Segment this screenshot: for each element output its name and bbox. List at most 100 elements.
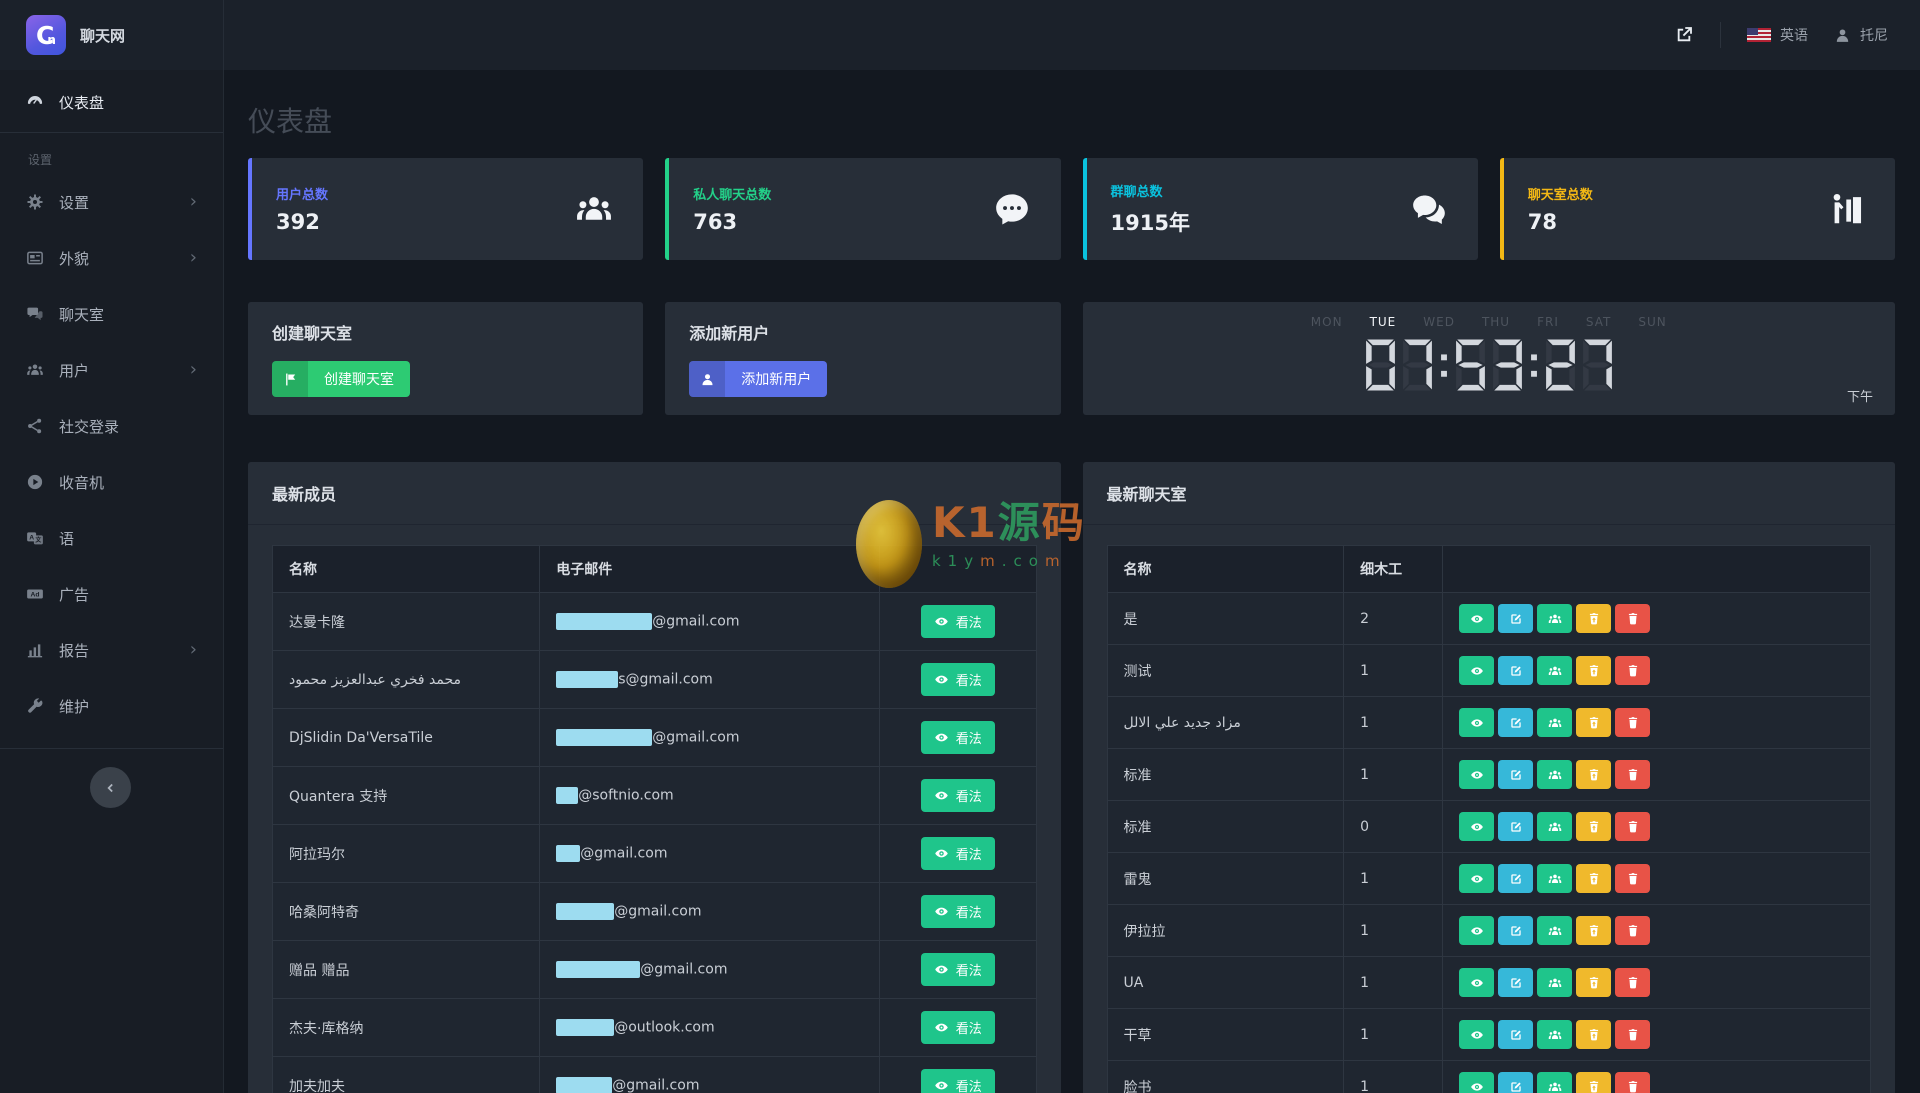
sidebar-item-社交登录[interactable]: 社交登录 (0, 398, 223, 454)
member-name: 哈桑阿特奇 (271, 882, 541, 941)
view-button[interactable] (1459, 604, 1495, 633)
view-button[interactable]: 看法 (920, 953, 995, 986)
user-menu[interactable]: 托尼 (1834, 25, 1888, 45)
edit-button[interactable] (1498, 1072, 1534, 1093)
email-redaction (556, 1077, 613, 1093)
view-button-label: 看法 (955, 848, 982, 863)
view-button[interactable] (1459, 916, 1495, 945)
view-button[interactable] (1459, 1020, 1495, 1049)
email-redaction (556, 613, 653, 630)
language-label: 英语 (1780, 28, 1808, 44)
restore-button[interactable] (1576, 604, 1612, 633)
clock-day-THU: THU (1481, 315, 1511, 329)
members-button[interactable] (1537, 656, 1573, 685)
view-button[interactable] (1459, 656, 1495, 685)
clock-day-MON: MON (1310, 315, 1343, 329)
delete-button[interactable] (1615, 916, 1651, 945)
view-button[interactable] (1459, 760, 1495, 789)
room-actions (1442, 1008, 1871, 1061)
edit-button[interactable] (1498, 812, 1534, 841)
restore-button[interactable] (1576, 656, 1612, 685)
view-button[interactable] (1459, 708, 1495, 737)
members-button[interactable] (1537, 604, 1573, 633)
latest-members-panel: 最新成员 名称 电子邮件 达曼卡隆 @gmail.com (248, 462, 1061, 1093)
main-content: 仪表盘 用户总数 392 私人聊天总数 763 群聊总数 1915年 聊天室总数… (224, 70, 1920, 1093)
delete-button[interactable] (1615, 656, 1651, 685)
view-button[interactable]: 看法 (920, 837, 995, 870)
sidebar-collapse-button[interactable] (90, 767, 131, 808)
restore-button[interactable] (1576, 708, 1612, 737)
edit-button[interactable] (1498, 604, 1534, 633)
clock-digit (1492, 339, 1522, 391)
member-name: 杰夫·库格纳 (271, 998, 541, 1057)
members-button[interactable] (1537, 1072, 1573, 1093)
view-button[interactable] (1459, 864, 1495, 893)
stat-card-聊天室总数: 聊天室总数 78 (1499, 158, 1895, 260)
external-link-icon[interactable] (1674, 25, 1694, 45)
members-button[interactable] (1537, 1020, 1573, 1049)
language-selector[interactable]: 英语 (1747, 25, 1808, 45)
email-redaction (556, 729, 653, 746)
members-button[interactable] (1537, 968, 1573, 997)
delete-button[interactable] (1615, 812, 1651, 841)
table-row: 加夫加夫 @gmail.com 看法 (271, 1056, 1037, 1093)
restore-button[interactable] (1576, 760, 1612, 789)
sidebar-item-用户[interactable]: 用户 › (0, 342, 223, 398)
view-button[interactable]: 看法 (920, 779, 995, 812)
members-button[interactable] (1537, 916, 1573, 945)
view-button[interactable]: 看法 (920, 1011, 995, 1044)
restore-button[interactable] (1576, 812, 1612, 841)
restore-button[interactable] (1576, 1020, 1612, 1049)
sidebar-item-仪表盘[interactable]: 仪表盘 (0, 78, 223, 126)
delete-button[interactable] (1615, 1072, 1651, 1093)
restore-button[interactable] (1576, 916, 1612, 945)
sidebar-item-外貌[interactable]: 外貌 › (0, 230, 223, 286)
edit-button[interactable] (1498, 864, 1534, 893)
delete-button[interactable] (1615, 864, 1651, 893)
sidebar-item-收音机[interactable]: 收音机 (0, 454, 223, 510)
members-button[interactable] (1537, 760, 1573, 789)
edit-button[interactable] (1498, 1020, 1534, 1049)
view-button[interactable] (1459, 812, 1495, 841)
edit-button[interactable] (1498, 916, 1534, 945)
chatrooms-table: 名称 细木工 是 2 测试 1 مزاد جديد علي الالل 1 标准… (1106, 545, 1871, 1093)
view-button[interactable]: 看法 (920, 663, 995, 696)
restore-button[interactable] (1576, 1072, 1612, 1093)
restore-button[interactable] (1576, 968, 1612, 997)
clock-day-FRI: FRI (1537, 315, 1559, 329)
restore-button[interactable] (1576, 864, 1612, 893)
email-redaction (556, 845, 581, 862)
view-button[interactable] (1459, 1072, 1495, 1093)
members-button[interactable] (1537, 864, 1573, 893)
delete-button[interactable] (1615, 968, 1651, 997)
delete-button[interactable] (1615, 708, 1651, 737)
delete-button[interactable] (1615, 604, 1651, 633)
view-button[interactable]: 看法 (920, 1069, 995, 1093)
view-button[interactable]: 看法 (920, 605, 995, 638)
table-row: DjSlidin Da'VersaTile @gmail.com 看法 (271, 708, 1037, 767)
delete-button[interactable] (1615, 1020, 1651, 1049)
brand[interactable]: C n 聊天网 (0, 0, 224, 70)
members-button[interactable] (1537, 708, 1573, 737)
stat-cards: 用户总数 392 私人聊天总数 763 群聊总数 1915年 聊天室总数 78 (248, 158, 1895, 260)
view-button[interactable] (1459, 968, 1495, 997)
room-name: 标准 (1106, 748, 1345, 801)
delete-button[interactable] (1615, 760, 1651, 789)
edit-button[interactable] (1498, 760, 1534, 789)
member-name: محمد فخري عبدالعزيز محمود (271, 650, 541, 709)
view-button[interactable]: 看法 (920, 721, 995, 754)
sidebar-item-label: 报告 (59, 641, 90, 660)
create-chatroom-button[interactable]: 创建聊天室 (272, 361, 410, 397)
edit-button[interactable] (1498, 968, 1534, 997)
sidebar-item-报告[interactable]: 报告 › (0, 622, 223, 678)
view-button[interactable]: 看法 (920, 895, 995, 928)
sidebar-item-设置[interactable]: 设置 › (0, 174, 223, 230)
members-button[interactable] (1537, 812, 1573, 841)
edit-button[interactable] (1498, 708, 1534, 737)
add-user-button[interactable]: 添加新用户 (689, 361, 828, 397)
sidebar-item-广告[interactable]: Ad 广告 (0, 566, 223, 622)
sidebar-item-聊天室[interactable]: 聊天室 (0, 286, 223, 342)
edit-button[interactable] (1498, 656, 1534, 685)
sidebar-item-维护[interactable]: 维护 (0, 678, 223, 734)
